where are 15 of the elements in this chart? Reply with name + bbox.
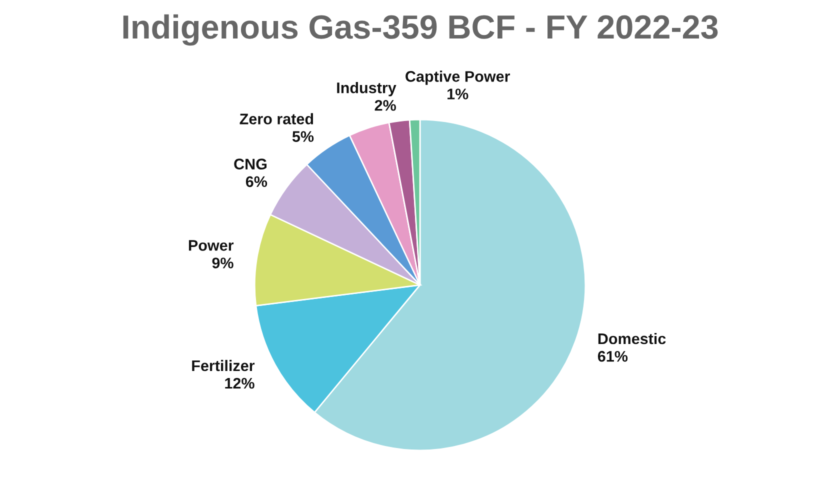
data-label: 12% — [225, 378, 254, 389]
data-label: 61% — [598, 350, 628, 362]
chart-title: Indigenous Gas-359 BCF - FY 2022-23 — [123, 14, 718, 46]
slice-label: Zero rated — [240, 113, 314, 124]
slice-label: Power — [188, 240, 234, 251]
data-label: 9% — [212, 258, 234, 268]
slice-label: Domestic — [598, 332, 666, 344]
slice-label: Industry — [337, 82, 396, 96]
data-label: 6% — [246, 176, 268, 188]
data-label: 5% — [292, 131, 314, 142]
slice-label: Captive Power — [406, 70, 510, 85]
slice-label: Fertilizer — [192, 360, 255, 372]
slice-label: CNG — [234, 158, 267, 170]
data-label: 2% — [374, 100, 396, 111]
data-label: 1% — [448, 88, 468, 100]
